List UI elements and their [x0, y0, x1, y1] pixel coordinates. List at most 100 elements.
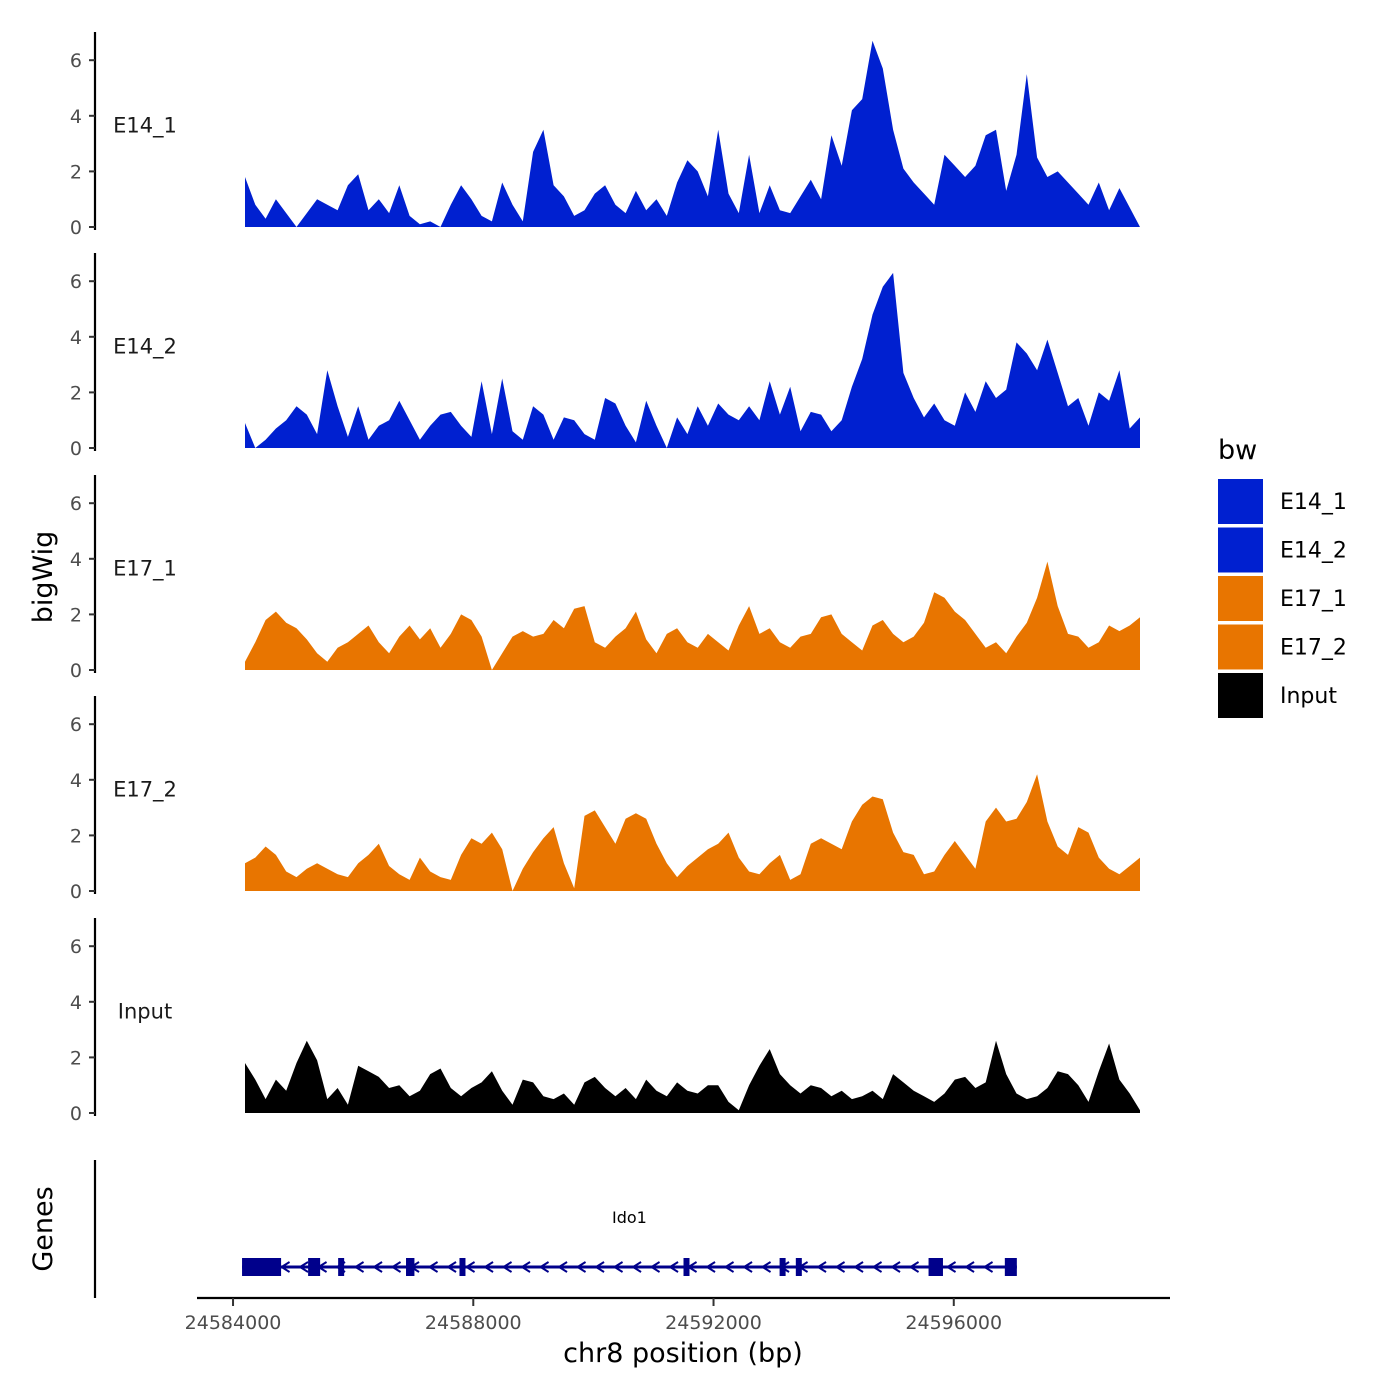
- strand-arrow: [501, 1261, 513, 1273]
- x-tick-label: 24584000: [185, 1312, 282, 1334]
- track-label: E17_1: [113, 556, 177, 581]
- strand-arrow: [279, 1261, 291, 1273]
- strand-arrow: [612, 1261, 624, 1273]
- legend-label-E14_2: E14_2: [1280, 539, 1347, 564]
- track-E17_1: 0 2 4 6 E17_1: [70, 475, 1140, 682]
- y-tick-label: 2: [70, 382, 82, 404]
- y-tick-label: 0: [70, 1103, 82, 1125]
- gene-exon: [242, 1258, 282, 1276]
- gene-exon: [1004, 1258, 1017, 1276]
- y-tick-label: 0: [70, 217, 82, 239]
- track-E14_2: 0 2 4 6 E14_2: [70, 253, 1140, 460]
- strand-arrow: [723, 1261, 735, 1273]
- y-tick-label: 6: [70, 50, 82, 72]
- coverage-area-E17_2: [245, 774, 1140, 891]
- strand-arrow: [834, 1261, 846, 1273]
- strand-arrow: [853, 1261, 864, 1273]
- x-tick-label: 24588000: [425, 1312, 522, 1334]
- gene-Ido1: Ido1: [242, 1208, 1017, 1276]
- legend-swatch-E17_2: [1218, 624, 1263, 670]
- coverage-area-E14_1: [245, 40, 1140, 228]
- genes-track: Ido1: [93, 1160, 1017, 1298]
- track-label: E14_2: [113, 334, 177, 359]
- y-tick-label: 6: [70, 714, 82, 736]
- track-E14_1: 0 2 4 6 E14_1: [70, 32, 1140, 239]
- x-axis-title: chr8 position (bp): [563, 1338, 803, 1369]
- strand-arrow: [538, 1261, 550, 1273]
- strand-arrow: [631, 1261, 642, 1273]
- strand-arrow: [557, 1261, 568, 1273]
- strand-arrow: [982, 1261, 994, 1273]
- y-tick-label: 4: [70, 327, 82, 349]
- y-tick-label: 4: [70, 992, 82, 1014]
- strand-arrow: [964, 1261, 975, 1273]
- gene-exon: [338, 1258, 345, 1276]
- legend: bw E14_1 E14_2 E17_1 E17_2 Input: [1218, 435, 1347, 718]
- legend-label-E17_1: E17_1: [1280, 587, 1347, 612]
- strand-arrow: [372, 1261, 383, 1273]
- strand-arrow: [816, 1261, 827, 1273]
- track-label: E14_1: [113, 113, 177, 138]
- strand-arrow: [668, 1261, 679, 1273]
- gene-name-label: Ido1: [612, 1208, 647, 1227]
- coverage-area-E14_2: [245, 272, 1140, 448]
- coverage-tracks: 0 2 4 6 E14_1 0 2 4 6 E14_2 0 2 4 6 E17_1 0 2 4 6 E17_2 0 2 4 6…: [70, 32, 1140, 1125]
- strand-arrow: [705, 1261, 716, 1273]
- legend-swatch-Input: [1218, 673, 1263, 718]
- y-tick-label: 2: [70, 161, 82, 183]
- y-tick-label: 6: [70, 936, 82, 958]
- strand-arrow: [446, 1261, 457, 1273]
- strand-arrow: [871, 1261, 883, 1273]
- track-label: Input: [118, 999, 172, 1023]
- strand-arrow: [353, 1261, 365, 1273]
- gene-exon: [795, 1258, 802, 1276]
- strand-arrow: [520, 1261, 531, 1273]
- strand-arrow: [742, 1261, 753, 1273]
- legend-swatch-E17_1: [1218, 576, 1263, 621]
- genes-track-title: Genes: [28, 1186, 59, 1271]
- strand-arrow: [427, 1261, 439, 1273]
- strand-arrow: [594, 1261, 605, 1273]
- y-tick-label: 2: [70, 604, 82, 626]
- legend-swatch-E14_1: [1218, 479, 1263, 524]
- strand-arrow: [649, 1261, 661, 1273]
- legend-label-Input: Input: [1280, 684, 1337, 709]
- legend-title: bw: [1218, 435, 1257, 466]
- legend-label-E17_2: E17_2: [1280, 636, 1347, 661]
- track-Input: 0 2 4 6 Input: [70, 918, 1140, 1125]
- y-axis-title: bigWig: [28, 531, 59, 624]
- track-E17_2: 0 2 4 6 E17_2: [70, 696, 1140, 903]
- gene-exon: [308, 1258, 321, 1276]
- coverage-area-Input: [245, 1040, 1140, 1113]
- strand-arrow: [890, 1261, 901, 1273]
- y-tick-label: 4: [70, 549, 82, 571]
- strand-arrow: [483, 1261, 494, 1273]
- y-tick-label: 6: [70, 271, 82, 293]
- gene-exon: [928, 1258, 943, 1276]
- strand-arrow: [390, 1261, 402, 1273]
- gene-exon: [683, 1258, 690, 1276]
- strand-arrow: [575, 1261, 587, 1273]
- legend-swatch-E14_2: [1218, 527, 1263, 573]
- strand-arrow: [464, 1261, 476, 1273]
- legend-label-E14_1: E14_1: [1280, 490, 1347, 515]
- gene-exon: [406, 1258, 415, 1276]
- y-tick-label: 4: [70, 770, 82, 792]
- gene-exon: [459, 1258, 466, 1276]
- y-tick-label: 6: [70, 493, 82, 515]
- x-axis: 24584000 24588000 24592000 24596000: [185, 1296, 1170, 1334]
- y-tick-label: 4: [70, 106, 82, 128]
- strand-arrow: [908, 1261, 920, 1273]
- x-tick-label: 24596000: [905, 1312, 1002, 1334]
- strand-arrow: [298, 1261, 309, 1273]
- y-tick-label: 2: [70, 825, 82, 847]
- strand-arrow: [945, 1261, 957, 1273]
- y-tick-label: 2: [70, 1047, 82, 1069]
- track-label: E17_2: [113, 777, 177, 802]
- gene-exon: [779, 1258, 786, 1276]
- y-tick-label: 0: [70, 438, 82, 460]
- coverage-area-E17_1: [245, 561, 1140, 670]
- y-tick-label: 0: [70, 881, 82, 903]
- y-tick-label: 0: [70, 660, 82, 682]
